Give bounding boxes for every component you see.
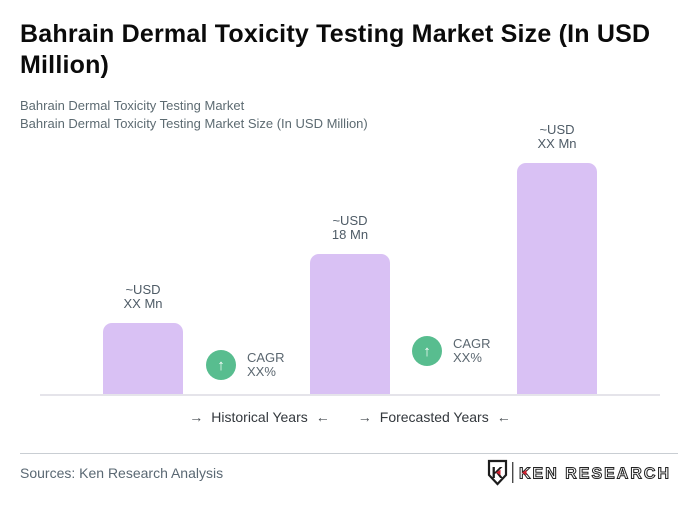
bar-group-base-year: ~USD 18 Mn <box>290 214 410 395</box>
bar-value-line-1: ~USD <box>539 122 575 137</box>
page-title-line-1: Bahrain Dermal Toxicity Testing Market S… <box>20 20 651 48</box>
bar-value-line-1: ~USD <box>332 213 368 228</box>
bar-value-line-1: ~USD <box>125 282 161 297</box>
bar-group-historical: ~USD XX Mn <box>83 283 203 395</box>
x-axis-line <box>40 394 660 396</box>
bar-value-label: ~USD 18 Mn <box>332 214 368 242</box>
sources-text: Sources: Ken Research Analysis <box>20 465 224 481</box>
arrow-left-icon: ← <box>496 409 511 425</box>
legend-forecasted-years: → Forecasted Years ← <box>358 409 511 425</box>
bar-value-label: ~USD XX Mn <box>123 283 162 311</box>
page-title: Bahrain Dermal Toxicity Testing Market S… <box>20 19 685 81</box>
bar-value-line-2: 18 Mn <box>331 227 369 242</box>
subtitle-line-2: Bahrain Dermal Toxicity Testing Market S… <box>20 116 368 131</box>
bar-forecast <box>517 163 597 395</box>
logo-wordmark: KEN RESEARCH <box>519 466 671 483</box>
legend-historical-years: → Historical Years ← <box>189 409 330 425</box>
growth-up-arrow-icon: ↑ <box>412 336 442 366</box>
logo-separator <box>512 462 514 483</box>
cagr-label: CAGR XX% <box>247 350 285 379</box>
bar-group-forecast: ~USD XX Mn <box>497 123 617 395</box>
ken-research-logo: K KEN RESEARCH <box>487 459 671 486</box>
bar-value-label: ~USD XX Mn <box>537 123 576 151</box>
arrow-right-icon: → <box>357 409 372 425</box>
footer-divider <box>20 453 678 454</box>
bar-historical <box>103 323 183 395</box>
x-axis-legend: → Historical Years ← → Forecasted Years … <box>40 409 660 425</box>
legend-label: Forecasted Years <box>379 409 489 425</box>
logo-k-red-wedge-icon <box>522 469 527 476</box>
page-title-line-2: Million) <box>20 51 110 79</box>
bar-value-line-2: XX Mn <box>537 136 577 151</box>
cagr-badge-1: ↑ CAGR XX% <box>206 350 285 380</box>
up-arrow-glyph: ↑ <box>217 356 225 374</box>
logo-badge-red-triangle-icon <box>496 469 501 476</box>
logo-badge-k: K <box>492 465 504 482</box>
growth-up-arrow-icon: ↑ <box>206 350 236 380</box>
bar-base-year <box>310 254 390 395</box>
arrow-right-icon: → <box>189 409 204 425</box>
arrow-left-icon: ← <box>315 409 330 425</box>
cagr-badge-2: ↑ CAGR XX% <box>412 336 491 366</box>
cagr-label: CAGR XX% <box>453 336 491 365</box>
subtitle-line-1: Bahrain Dermal Toxicity Testing Market <box>20 98 245 113</box>
chart-subtitle: Bahrain Dermal Toxicity Testing Market B… <box>20 97 368 133</box>
legend-label: Historical Years <box>211 409 308 425</box>
bar-value-line-2: XX Mn <box>123 296 163 311</box>
up-arrow-glyph: ↑ <box>423 342 431 360</box>
